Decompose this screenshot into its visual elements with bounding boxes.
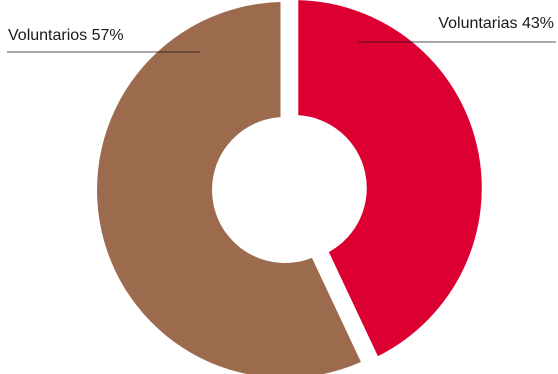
callout-voluntarias: Voluntarias 43% bbox=[358, 15, 556, 43]
data-label-voluntarios: Voluntarios 57% bbox=[8, 27, 124, 44]
slice-voluntarios bbox=[97, 2, 361, 374]
callout-voluntarios: Voluntarios 57% bbox=[7, 27, 200, 53]
data-label-voluntarias: Voluntarias 43% bbox=[438, 15, 554, 32]
slice-voluntarias bbox=[298, 0, 482, 357]
donut-slices bbox=[97, 0, 482, 374]
